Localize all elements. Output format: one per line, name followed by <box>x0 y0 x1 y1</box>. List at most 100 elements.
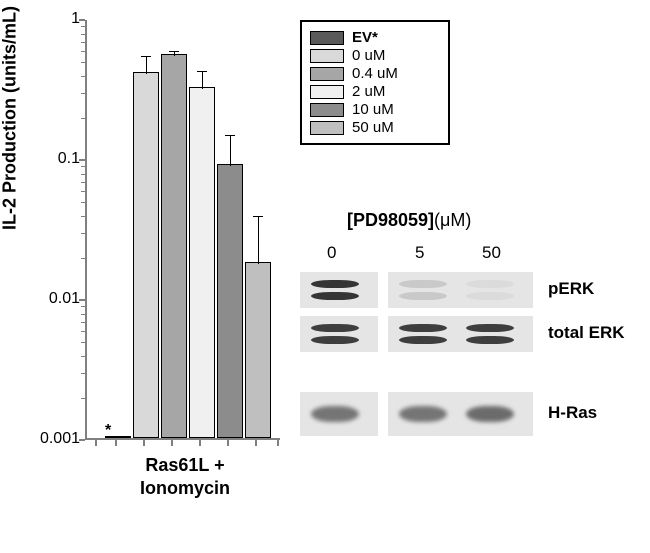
y-minor-tick <box>81 356 85 357</box>
x-tick <box>115 440 117 446</box>
blot-band <box>466 336 514 344</box>
blot-band <box>399 336 447 344</box>
blot-panel <box>388 316 533 352</box>
legend-label: 0 uM <box>352 47 385 64</box>
y-tick-label: 0.01 <box>20 290 80 308</box>
legend-swatch <box>310 85 344 99</box>
error-bar <box>146 56 147 74</box>
x-tick <box>171 440 173 446</box>
y-minor-tick <box>81 26 85 27</box>
legend-label: 10 uM <box>352 101 394 118</box>
legend-swatch <box>310 121 344 135</box>
x-tick <box>227 440 229 446</box>
blot-band <box>399 324 447 332</box>
legend-item: 0.4 uM <box>310 65 440 82</box>
blot-title-text: [PD98059] <box>347 210 434 230</box>
x-axis-label-line1: Ras61L + <box>105 455 265 476</box>
y-tick <box>79 299 85 301</box>
y-minor-tick <box>81 258 85 259</box>
bar-2um <box>189 87 215 438</box>
legend-item: 10 uM <box>310 101 440 118</box>
legend-item: EV* <box>310 29 440 46</box>
y-tick-label: 0.1 <box>20 150 80 168</box>
ev-star-marker: * <box>105 422 111 440</box>
bar-0um <box>133 72 159 438</box>
y-tick <box>79 159 85 161</box>
blot-band <box>466 406 514 422</box>
error-bar <box>258 216 259 265</box>
y-minor-tick <box>81 93 85 94</box>
y-minor-tick <box>81 314 85 315</box>
error-cap <box>253 216 263 217</box>
y-minor-tick <box>81 51 85 52</box>
legend-swatch <box>310 31 344 45</box>
x-tick <box>143 440 145 446</box>
blot-band <box>311 324 359 332</box>
bar-0.4um <box>161 54 187 438</box>
y-minor-tick <box>81 118 85 119</box>
blot-band <box>399 406 447 422</box>
y-minor-tick <box>81 233 85 234</box>
error-cap <box>141 56 151 57</box>
y-minor-tick <box>81 42 85 43</box>
legend-label: 50 uM <box>352 119 394 136</box>
blot-band <box>466 292 514 300</box>
legend-swatch <box>310 67 344 81</box>
y-minor-tick <box>81 191 85 192</box>
legend-item: 2 uM <box>310 83 440 100</box>
x-tick <box>255 440 257 446</box>
blot-title-unit: (μM) <box>434 210 471 230</box>
y-tick <box>79 439 85 441</box>
legend-item: 0 uM <box>310 47 440 64</box>
y-minor-tick <box>81 182 85 183</box>
y-tick <box>79 19 85 21</box>
y-tick-label: 0.001 <box>20 430 80 448</box>
blot-row-label: H-Ras <box>548 403 597 423</box>
blot-column-header: 5 <box>415 243 424 263</box>
y-minor-tick <box>81 398 85 399</box>
y-minor-tick <box>81 202 85 203</box>
x-tick <box>277 440 279 446</box>
y-minor-tick <box>81 166 85 167</box>
legend-label: EV* <box>352 29 378 46</box>
blot-column-header: 0 <box>327 243 336 263</box>
blot-panel <box>388 272 533 308</box>
y-minor-tick <box>81 342 85 343</box>
error-cap <box>225 135 235 136</box>
blot-row-label: total ERK <box>548 323 625 343</box>
y-minor-tick <box>81 76 85 77</box>
bar-10um <box>217 164 243 438</box>
y-minor-tick <box>81 331 85 332</box>
error-bar <box>202 71 203 89</box>
y-tick-label: 1 <box>20 10 80 28</box>
blot-title: [PD98059](μM) <box>347 210 471 231</box>
y-axis-label: IL-2 Production (units/mL) <box>0 6 21 230</box>
y-minor-tick <box>81 216 85 217</box>
blot-band <box>466 324 514 332</box>
x-axis-label-line2: Ionomycin <box>105 478 265 499</box>
blot-band <box>399 280 447 288</box>
blot-panel <box>300 316 378 352</box>
blot-band <box>399 292 447 300</box>
y-minor-tick <box>81 174 85 175</box>
blot-band <box>311 292 359 300</box>
y-minor-tick <box>81 306 85 307</box>
error-cap <box>169 51 179 52</box>
y-minor-tick <box>81 322 85 323</box>
blot-band <box>311 280 359 288</box>
legend-label: 0.4 uM <box>352 65 398 82</box>
x-tick <box>199 440 201 446</box>
blot-panel <box>300 272 378 308</box>
chart-plot-area <box>85 20 280 440</box>
x-tick <box>95 440 97 446</box>
bar-50um <box>245 262 271 438</box>
error-cap <box>197 71 207 72</box>
y-minor-tick <box>81 62 85 63</box>
blot-row-label: pERK <box>548 279 594 299</box>
legend-box: EV*0 uM0.4 uM2 uM10 uM50 uM <box>300 20 450 145</box>
blot-band <box>311 336 359 344</box>
legend-item: 50 uM <box>310 119 440 136</box>
blot-column-header: 50 <box>482 243 501 263</box>
blot-band <box>311 406 359 422</box>
legend-swatch <box>310 49 344 63</box>
